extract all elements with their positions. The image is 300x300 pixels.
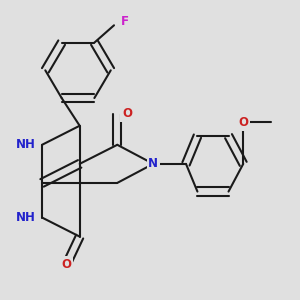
Text: N: N [148, 158, 158, 170]
Text: F: F [121, 15, 129, 28]
Text: O: O [61, 258, 72, 271]
Text: O: O [122, 107, 132, 120]
Text: NH: NH [16, 138, 35, 151]
Text: O: O [238, 116, 248, 129]
Text: NH: NH [16, 211, 35, 224]
